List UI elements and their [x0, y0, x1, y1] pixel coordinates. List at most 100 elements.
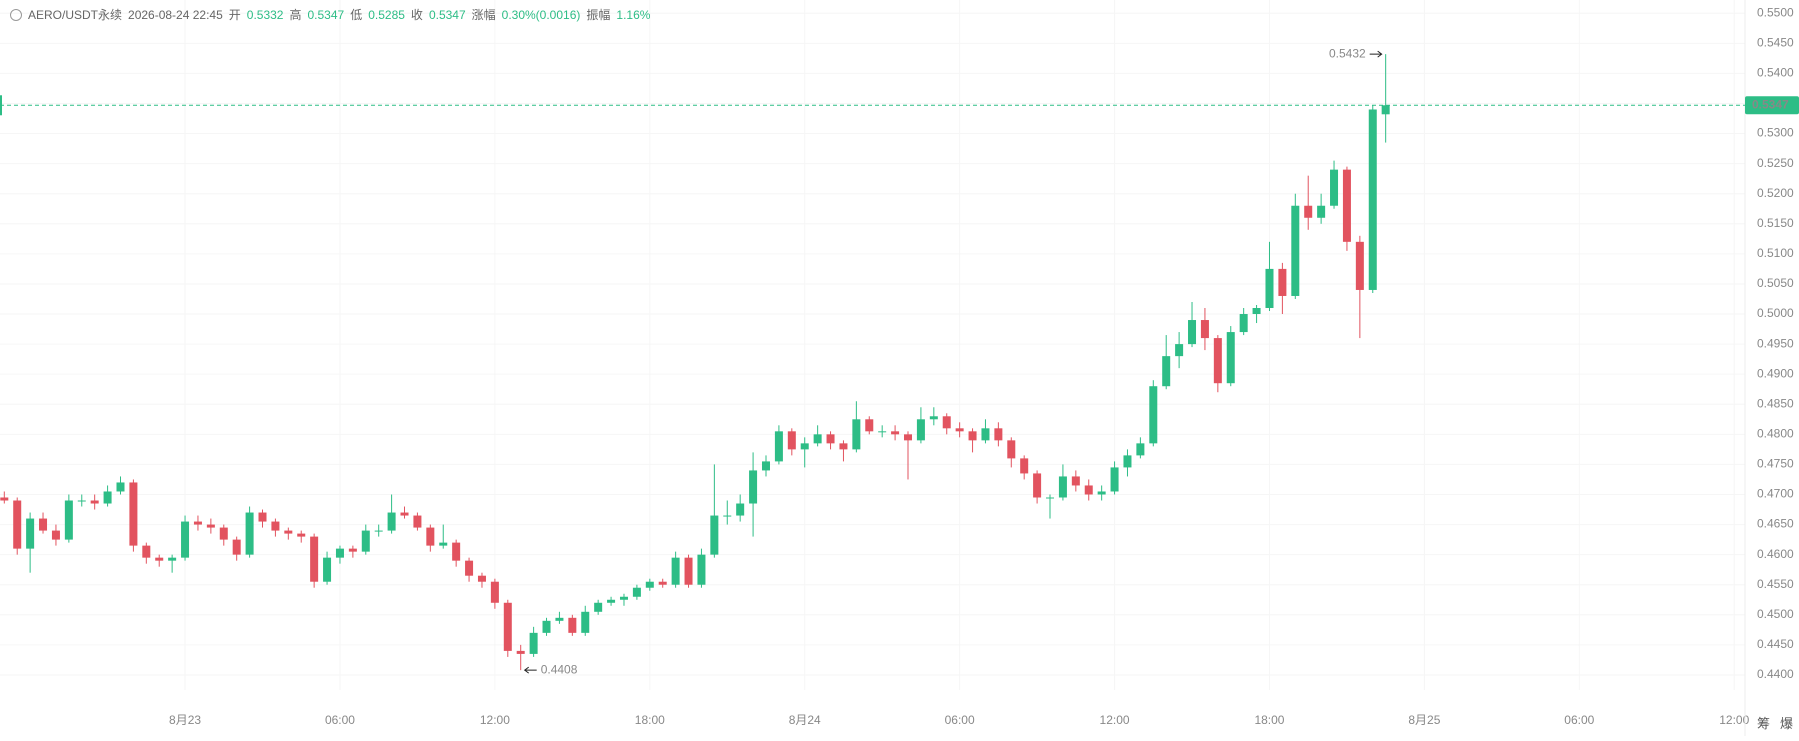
- candle-body: [1033, 473, 1041, 497]
- candle-body: [349, 549, 357, 552]
- candle-body: [52, 531, 60, 540]
- y-tick-label: 0.4750: [1757, 457, 1794, 471]
- x-tick-label: 06:00: [945, 713, 975, 727]
- candle-body: [1278, 269, 1286, 296]
- candle-body: [452, 543, 460, 561]
- candle-body: [207, 525, 215, 528]
- x-tick-label: 8月25: [1408, 713, 1440, 727]
- candle-body: [839, 443, 847, 449]
- candle-body: [633, 588, 641, 597]
- tool[interactable]: 爆: [1780, 713, 1793, 732]
- field-value: 0.5285: [368, 8, 405, 22]
- candle-body: [388, 513, 396, 531]
- y-tick-label: 0.4900: [1757, 366, 1794, 380]
- candle-body: [13, 501, 21, 549]
- candle-body: [697, 555, 705, 585]
- candle-body: [723, 516, 731, 517]
- candle-body: [981, 428, 989, 440]
- y-tick-label: 0.5500: [1757, 5, 1794, 19]
- candle-body: [271, 522, 279, 531]
- candle-body: [491, 582, 499, 603]
- candle-body: [323, 558, 331, 582]
- candle-body: [1201, 320, 1209, 338]
- candle-body: [710, 516, 718, 555]
- y-tick-label: 0.4800: [1757, 427, 1794, 441]
- y-tick-label: 0.4500: [1757, 607, 1794, 621]
- collapse-icon[interactable]: [10, 9, 22, 21]
- y-tick-label: 0.5300: [1757, 126, 1794, 140]
- last-price-edge: [0, 95, 2, 115]
- time: 2026-08-24 22:45: [128, 8, 223, 22]
- candle-body: [220, 528, 228, 540]
- candle-body: [1020, 458, 1028, 473]
- candle-body: [1214, 338, 1222, 383]
- candle-body: [1007, 440, 1015, 458]
- candle-body: [788, 431, 796, 449]
- field-value: 0.5347: [429, 8, 466, 22]
- candle-body: [1149, 386, 1157, 443]
- candle-body: [413, 516, 421, 528]
- candle-body: [878, 431, 886, 432]
- candle-body: [994, 428, 1002, 440]
- candle-body: [1227, 332, 1235, 383]
- candle-body: [749, 470, 757, 503]
- y-tick-label: 0.4600: [1757, 547, 1794, 561]
- candle-body: [1343, 170, 1351, 242]
- candle-body: [155, 558, 163, 561]
- field-label: 高: [289, 6, 301, 23]
- y-tick-label: 0.5150: [1757, 216, 1794, 230]
- candle-body: [956, 428, 964, 431]
- candle-body: [336, 549, 344, 558]
- candle-body: [801, 443, 809, 449]
- candle-body: [1111, 467, 1119, 491]
- candle-body: [310, 537, 318, 582]
- last-price-label: 0.5347: [1752, 97, 1789, 111]
- field-label: 振幅: [586, 6, 610, 23]
- candle-body: [930, 416, 938, 419]
- candle-body: [646, 582, 654, 588]
- candle-body: [1162, 356, 1170, 386]
- candle-body: [1123, 455, 1131, 467]
- candle-body: [1098, 491, 1106, 494]
- candle-body: [401, 513, 409, 516]
- y-tick-label: 0.4550: [1757, 577, 1794, 591]
- tool[interactable]: 筹: [1757, 713, 1770, 732]
- field-label: 收: [411, 6, 423, 23]
- candle-body: [685, 558, 693, 585]
- candle-body: [568, 618, 576, 633]
- candle-body: [891, 431, 899, 434]
- candle-body: [39, 519, 47, 531]
- x-tick-label: 8月24: [789, 713, 821, 727]
- candle-body: [1072, 476, 1080, 485]
- y-tick-label: 0.4700: [1757, 487, 1794, 501]
- candle-body: [246, 513, 254, 555]
- y-tick-label: 0.4950: [1757, 336, 1794, 350]
- candle-body: [375, 531, 383, 532]
- candle-body: [775, 431, 783, 461]
- candle-body: [620, 597, 628, 600]
- candle-body: [116, 482, 124, 491]
- field-label: 开: [229, 6, 241, 23]
- candle-body: [259, 513, 267, 522]
- candle-body: [827, 434, 835, 443]
- candle-body: [1265, 269, 1273, 308]
- max-label: 0.5432: [1329, 46, 1366, 60]
- y-tick-label: 0.5250: [1757, 156, 1794, 170]
- candle-body: [1330, 170, 1338, 206]
- candle-body: [1317, 206, 1325, 218]
- y-tick-label: 0.4850: [1757, 396, 1794, 410]
- candle-body: [943, 416, 951, 428]
- field-value: 0.30%(0.0016): [502, 8, 581, 22]
- arrow: [1370, 51, 1382, 57]
- x-tick-label: 06:00: [325, 713, 355, 727]
- candle-body: [762, 461, 770, 470]
- candle-body: [659, 582, 667, 585]
- candle-body: [1188, 320, 1196, 344]
- arrow: [525, 667, 537, 673]
- x-tick-label: 8月23: [169, 713, 201, 727]
- field-label: 涨幅: [472, 6, 496, 23]
- candle-body: [284, 531, 292, 534]
- y-tick-label: 0.4650: [1757, 517, 1794, 531]
